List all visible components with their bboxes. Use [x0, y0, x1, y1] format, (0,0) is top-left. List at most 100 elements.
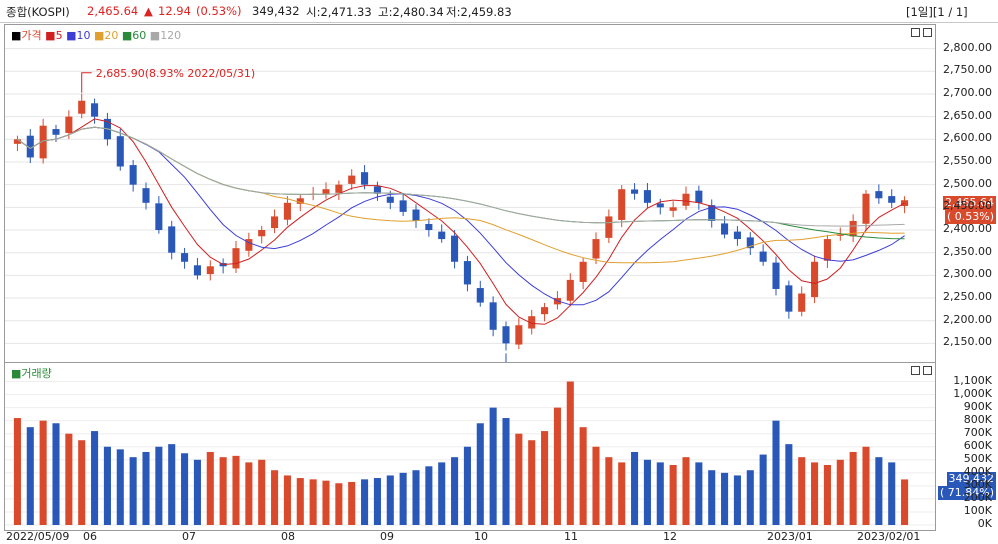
candle-body [361, 172, 369, 185]
volume-bar [65, 433, 73, 525]
panel-minimize-icon[interactable] [911, 28, 920, 37]
vol-panel-minimize-icon[interactable] [911, 366, 920, 375]
volume-bar [823, 465, 831, 525]
volume-bar [643, 459, 651, 525]
volume-bar [438, 462, 446, 525]
volume-bar [759, 454, 767, 525]
volume-bar [283, 475, 291, 525]
x-axis-tick: 2022/05/09 [6, 530, 70, 543]
price-y-tick: 2,200.00 [943, 312, 992, 326]
volume-y-tick: 1,000K [953, 386, 992, 400]
candle-body [463, 261, 471, 285]
price-y-tick: 2,750.00 [943, 63, 992, 77]
last-change-box: ( 0.53%) [944, 210, 996, 224]
candle-body [888, 196, 896, 203]
volume-bar [849, 451, 857, 525]
ma120-line [17, 126, 905, 227]
candle-body [399, 200, 407, 212]
candle-body [579, 261, 587, 282]
volume-y-tick: 600K [963, 438, 992, 452]
volume-bar [721, 472, 729, 525]
volume-bar [399, 472, 407, 525]
candle-body [695, 190, 703, 203]
high-annotation-text: 2,685.90(8.93% 2022/05/31) [96, 67, 255, 80]
volume-bar [875, 457, 883, 525]
symbol-name[interactable]: 종합(KOSPI) [6, 5, 70, 19]
legend-ma5: 5 [55, 29, 63, 42]
volume-chart-panel[interactable]: ■거래량 [4, 362, 936, 531]
legend-marker-icon: ■ [11, 29, 22, 42]
volume-bar [116, 449, 124, 525]
candle-body [489, 302, 497, 330]
candle-body [746, 237, 754, 249]
volume-y-tick: 200K [963, 490, 992, 504]
low-price: 저:2,459.83 [446, 5, 512, 19]
volume-bar [103, 446, 111, 525]
candle-body [52, 129, 60, 135]
candle-body [759, 251, 767, 262]
candle-body [836, 234, 844, 236]
volume-y-tick: 100K [963, 503, 992, 517]
candle-body [78, 100, 86, 114]
candle-body [901, 200, 909, 206]
volume-bar [888, 462, 896, 525]
candle-body [91, 103, 99, 117]
candle-body [181, 253, 189, 262]
price-y-tick: 2,800.00 [943, 40, 992, 54]
volume-bar [451, 457, 459, 525]
candle-body [116, 136, 124, 167]
candle-body [142, 188, 150, 203]
volume-bar [52, 423, 60, 525]
candle-body [65, 116, 73, 133]
volume-y-tick: 1,100K [953, 373, 992, 387]
candle-body [193, 265, 201, 276]
candle-body [438, 231, 446, 240]
volume-bar [168, 444, 176, 525]
price-y-tick: 2,250.00 [943, 290, 992, 304]
candle-body [631, 189, 639, 194]
candle-body [348, 175, 356, 184]
change-up-icon: ▲ [144, 4, 153, 18]
volume-bar [361, 479, 369, 525]
volume-y-tick: 500K [963, 451, 992, 465]
candle-body [823, 239, 831, 261]
volume-bar [412, 470, 420, 525]
candle-body [733, 231, 741, 240]
candle-body [528, 316, 536, 329]
candle-body [502, 326, 510, 344]
price-chart-panel[interactable]: 2,685.90(8.93% 2022/05/31) 2,134.77(-13.4… [4, 24, 936, 363]
x-axis-tick: 12 [663, 530, 677, 543]
price-y-tick: 2,350.00 [943, 244, 992, 258]
volume-bar [708, 470, 716, 525]
candle-body [862, 193, 870, 224]
candle-body [451, 235, 459, 262]
candle-body [592, 239, 600, 259]
volume-bar [322, 480, 330, 525]
candle-body [566, 279, 574, 301]
volume-bar [129, 457, 137, 525]
candle-body [13, 139, 21, 144]
volume-bar [901, 479, 909, 525]
volume-bar [515, 433, 523, 525]
volume-bar [579, 427, 587, 525]
candle-body [155, 203, 163, 231]
volume-bar [91, 431, 99, 525]
period-indicator[interactable]: [1일][1 / 1] [906, 5, 968, 19]
open-price: 시:2,471.33 [306, 5, 372, 19]
price-change: 12.94 [158, 4, 191, 18]
volume-bar [13, 418, 21, 525]
vol-panel-close-icon[interactable] [923, 366, 932, 375]
volume-y-tick: 700K [963, 425, 992, 439]
legend-ma120-icon: ■ [149, 29, 161, 42]
last-price-box: 2,465.64 [943, 196, 996, 210]
volume-bar [811, 462, 819, 525]
volume-bar [553, 407, 561, 525]
volume-bar [746, 470, 754, 525]
legend-ma60: 60 [132, 29, 147, 42]
volume-bar [772, 420, 780, 525]
last-volume-pct-box: ( 71.84%) [937, 486, 996, 500]
volume-bar [592, 446, 600, 525]
panel-close-icon[interactable] [923, 28, 932, 37]
volume-bar [425, 466, 433, 525]
ma10-line [17, 126, 905, 306]
